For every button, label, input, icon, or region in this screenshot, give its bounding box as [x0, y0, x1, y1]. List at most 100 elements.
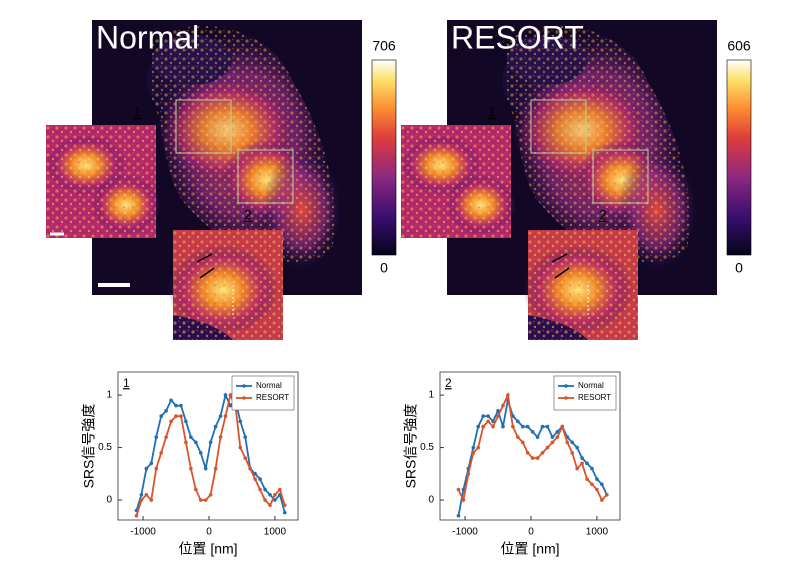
point: [139, 498, 144, 502]
point: [590, 466, 594, 471]
point: [164, 409, 168, 413]
point: [575, 445, 579, 450]
point: [476, 424, 481, 429]
y-tick-label: 1: [428, 390, 434, 401]
legend-label: Normal: [578, 381, 604, 390]
inset: [168, 230, 283, 340]
series-line: [457, 392, 608, 504]
y-axis-label: SRS信号強度: [81, 404, 97, 489]
legend-swatch: [242, 396, 246, 400]
y-tick-label: 0.5: [420, 442, 434, 453]
point: [208, 440, 213, 445]
point: [189, 466, 193, 471]
inset-label: 2: [244, 207, 252, 223]
point: [159, 451, 163, 455]
point: [198, 451, 203, 455]
point: [471, 445, 476, 450]
x-axis-label: 位置 [nm]: [500, 541, 559, 557]
point: [258, 487, 262, 492]
point: [213, 424, 218, 429]
point: [268, 493, 272, 497]
point: [496, 414, 500, 418]
roi-box: [592, 149, 649, 204]
x-tick-label: -1000: [452, 527, 478, 538]
point: [218, 414, 223, 418]
colorbar-tick-label: 706: [372, 38, 396, 54]
plot-frame: [117, 371, 299, 521]
x-tick-label: 1000: [264, 527, 287, 538]
point: [164, 435, 168, 439]
point: [565, 440, 570, 445]
inset-label: 1: [488, 104, 496, 120]
point: [570, 440, 574, 445]
point: [228, 393, 233, 397]
x-tick-label: 0: [206, 527, 212, 538]
point: [555, 435, 560, 439]
inset-label: 2: [599, 207, 607, 223]
inset-label: 1: [133, 104, 141, 120]
point: [144, 466, 149, 471]
point: [595, 487, 599, 492]
plot-frame: [439, 371, 621, 521]
point: [283, 510, 287, 515]
point: [560, 424, 565, 429]
point: [456, 514, 461, 518]
point: [243, 456, 248, 460]
x-tick-label: 0: [528, 527, 534, 538]
point: [600, 498, 604, 502]
legend-label: RESORT: [256, 393, 289, 402]
point: [149, 461, 154, 466]
chart-title: 2: [445, 376, 452, 390]
x-axis-label: 位置 [nm]: [178, 541, 237, 557]
point: [154, 466, 159, 471]
colorbar-tick-label: 0: [735, 260, 743, 276]
legend-swatch: [242, 384, 246, 388]
point: [253, 472, 257, 476]
point: [605, 493, 609, 497]
colorbar-tick-label: 0: [380, 260, 388, 276]
point: [540, 451, 545, 455]
point: [580, 456, 584, 460]
point: [144, 493, 149, 497]
point: [511, 424, 515, 429]
point: [184, 440, 188, 445]
point: [476, 445, 481, 450]
point: [575, 466, 579, 471]
point: [203, 466, 208, 471]
inset: [46, 125, 161, 238]
legend: [553, 375, 617, 411]
point: [278, 487, 282, 492]
x-tick-label: 1000: [586, 527, 609, 538]
point: [208, 493, 213, 497]
point: [184, 419, 188, 424]
point: [501, 403, 505, 408]
point: [169, 398, 173, 403]
legend-label: Normal: [256, 381, 282, 390]
arrows: [196, 253, 215, 279]
point: [273, 498, 277, 502]
point: [590, 482, 594, 487]
series-line: [135, 392, 286, 517]
legend: [231, 375, 295, 411]
point: [555, 430, 560, 434]
point: [600, 482, 604, 487]
point: [243, 435, 248, 439]
inset: [401, 125, 516, 238]
roi-box: [237, 149, 294, 204]
point: [258, 477, 262, 481]
roi-box: [175, 99, 232, 154]
point: [516, 419, 520, 424]
chart-title: 1: [123, 376, 130, 390]
y-axis-label: SRS信号強度: [403, 404, 419, 489]
arrows: [551, 253, 570, 279]
point: [169, 419, 173, 424]
point: [466, 472, 471, 476]
point: [174, 403, 178, 408]
point: [491, 419, 495, 424]
legend-swatch: [564, 384, 568, 388]
y-tick-label: 1: [106, 390, 112, 401]
point: [194, 440, 198, 445]
point: [263, 487, 267, 492]
